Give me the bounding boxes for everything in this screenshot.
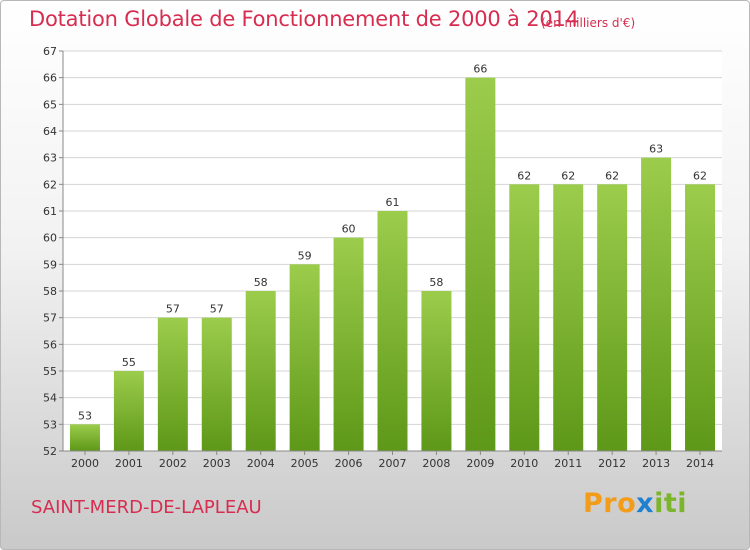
y-tick-label: 53 [43,418,57,431]
bar-2005 [289,264,320,451]
bar-value-label: 62 [605,169,619,182]
bar-2002 [157,317,188,451]
bar-2009 [465,77,496,452]
y-tick-label: 63 [43,152,57,165]
y-tick-label: 55 [43,365,57,378]
bar-value-label: 58 [254,276,268,289]
bar-value-label: 57 [166,303,180,316]
y-tick-label: 57 [43,312,57,325]
bar-2006 [333,237,364,451]
x-tick-label: 2008 [422,457,450,470]
x-tick-label: 2004 [247,457,275,470]
proxiti-logo[interactable]: Proxiti [583,488,687,519]
y-tick-label: 52 [43,445,57,458]
bar-value-label: 66 [473,63,487,76]
commune-name: SAINT-MERD-DE-LAPLEAU [31,497,262,518]
y-tick-label: 66 [43,72,57,85]
x-tick-label: 2001 [115,457,143,470]
bar-2004 [245,291,276,451]
x-axis-ticks: 2000 2001 2002 2003 2004 2005 2006 2007 2008 2009… [71,451,714,470]
y-tick-label: 56 [43,338,57,351]
logo-part-3: iti [654,488,687,519]
chart-subtitle: (en milliers d'€) [541,16,636,30]
logo-part-2: x [636,488,655,519]
bar-2001 [113,371,144,451]
x-tick-label: 2002 [159,457,187,470]
bar-value-label: 62 [517,169,531,182]
chart-title: Dotation Globale de Fonctionnement de 20… [29,7,579,31]
y-axis-ticks: 52 53 54 55 56 57 58 59 60 61 62 63 64 65 66 67 [43,45,63,458]
bar-2014 [685,184,716,452]
x-tick-label: 2005 [291,457,319,470]
bar-2012 [597,184,628,452]
bar-2003 [201,317,232,451]
y-tick-label: 64 [43,125,57,138]
bar-value-label: 58 [429,276,443,289]
bar-2010 [509,184,540,452]
x-tick-label: 2014 [686,457,714,470]
bar-2007 [377,211,408,451]
x-tick-label: 2006 [335,457,363,470]
bar-value-label: 53 [78,409,92,422]
bar-2000 [69,424,100,451]
y-tick-label: 54 [43,392,57,405]
y-tick-label: 62 [43,178,57,191]
bar-value-label: 62 [693,169,707,182]
bar-value-label: 57 [210,303,224,316]
x-tick-label: 2009 [466,457,494,470]
x-tick-label: 2013 [642,457,670,470]
bar-2013 [641,157,672,451]
y-tick-label: 67 [43,45,57,58]
logo-part-1: Pro [583,488,637,519]
y-tick-label: 65 [43,98,57,111]
x-tick-label: 2000 [71,457,99,470]
x-tick-label: 2012 [598,457,626,470]
y-tick-label: 58 [43,285,57,298]
y-tick-label: 59 [43,258,57,271]
x-tick-label: 2003 [203,457,231,470]
bar-value-label: 63 [649,143,663,156]
bar-2008 [421,291,452,451]
bar-2011 [553,184,584,452]
x-tick-label: 2007 [379,457,407,470]
x-tick-label: 2010 [510,457,538,470]
y-tick-label: 61 [43,205,57,218]
bars: 53 55 57 57 58 59 60 61 58 66 62 62 62 63 62 [69,63,716,452]
x-tick-label: 2011 [554,457,582,470]
y-tick-label: 60 [43,232,57,245]
bar-value-label: 60 [342,223,356,236]
bar-value-label: 55 [122,356,136,369]
bar-value-label: 61 [386,196,400,209]
bar-value-label: 62 [561,169,575,182]
bar-value-label: 59 [298,249,312,262]
